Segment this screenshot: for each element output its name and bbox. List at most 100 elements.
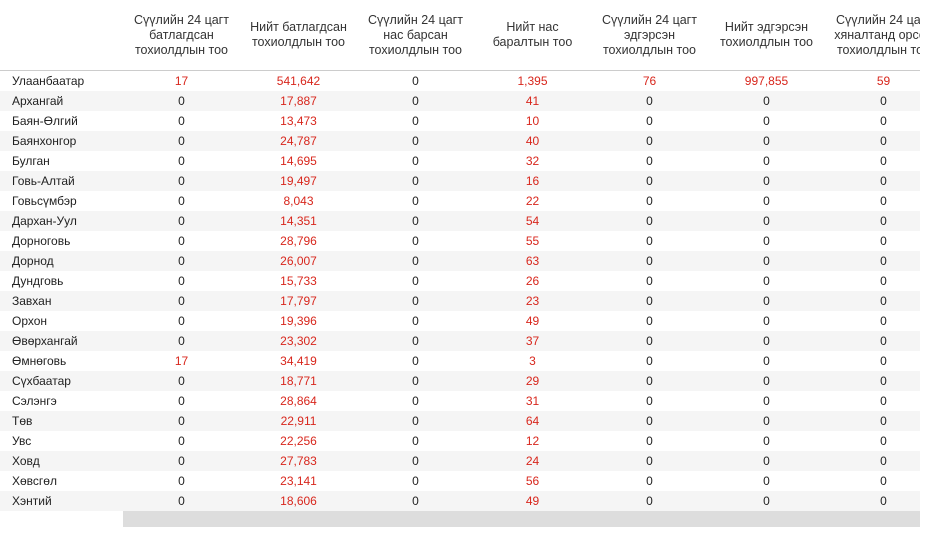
value-cell: 0 (646, 154, 653, 168)
table-container: Сүүлийн 24 цагт батлагдсан тохиолдлын то… (0, 0, 920, 511)
value-cell: 15,733 (280, 274, 317, 288)
region-name: Улаанбаатар (12, 74, 85, 88)
region-name: Ховд (0, 451, 123, 471)
value-cell: 0 (825, 411, 920, 431)
value-cell: 64 (474, 411, 591, 431)
value-cell: 0 (763, 114, 770, 128)
region-name: Баянхонгор (0, 131, 123, 151)
value-cell: 0 (880, 114, 887, 128)
region-name: Дорноговь (12, 234, 71, 248)
value-cell: 0 (412, 474, 419, 488)
value-cell: 29 (474, 371, 591, 391)
value-cell: 0 (591, 371, 708, 391)
value-cell: 0 (763, 474, 770, 488)
value-cell: 0 (763, 434, 770, 448)
value-cell: 0 (412, 194, 419, 208)
value-cell: 14,695 (280, 154, 317, 168)
value-cell: 24 (474, 451, 591, 471)
value-cell: 0 (646, 474, 653, 488)
column-header: Сүүлийн 24 цагт хяналтанд орсон тохиолдл… (825, 0, 920, 71)
value-cell: 0 (646, 234, 653, 248)
column-header: Сүүлийн 24 цагт нас барсан тохиолдлын то… (357, 0, 474, 71)
value-cell: 10 (525, 114, 540, 128)
value-cell: 0 (123, 211, 240, 231)
value-cell: 19,396 (280, 314, 317, 328)
region-name: Архангай (0, 91, 123, 111)
table-row: Увс 0 22,256 0 12 0 0 0 (0, 431, 920, 451)
value-cell: 0 (646, 394, 653, 408)
value-cell: 17,797 (240, 291, 357, 311)
value-cell: 63 (474, 251, 591, 271)
value-cell: 0 (708, 451, 825, 471)
table-row: Баян-Өлгий 0 13,473 0 10 0 0 0 (0, 111, 920, 131)
value-cell: 59 (876, 74, 891, 88)
region-name: Сэлэнгэ (12, 394, 57, 408)
table-row: Сэлэнгэ 0 28,864 0 31 0 0 0 (0, 391, 920, 411)
value-cell: 16 (474, 171, 591, 191)
value-cell: 8,043 (283, 194, 314, 208)
value-cell: 0 (591, 211, 708, 231)
value-cell: 49 (525, 314, 540, 328)
horizontal-scrollbar[interactable] (123, 511, 920, 527)
table-row: Завхан 0 17,797 0 23 0 0 0 (0, 291, 920, 311)
value-cell: 22,911 (240, 411, 357, 431)
value-cell: 0 (880, 314, 887, 328)
value-cell: 0 (880, 234, 887, 248)
value-cell: 0 (591, 171, 708, 191)
value-cell: 0 (880, 394, 887, 408)
value-cell: 0 (591, 491, 708, 511)
table-row: Төв 0 22,911 0 64 0 0 0 (0, 411, 920, 431)
value-cell: 0 (708, 251, 825, 271)
value-cell: 14,351 (240, 211, 357, 231)
value-cell: 0 (708, 411, 825, 431)
region-name: Төв (0, 411, 123, 431)
value-cell: 0 (880, 154, 887, 168)
value-cell: 0 (412, 314, 419, 328)
value-cell: 18,771 (240, 371, 357, 391)
value-cell: 0 (357, 411, 474, 431)
table-row: Дундговь 0 15,733 0 26 0 0 0 (0, 271, 920, 291)
value-cell: 54 (474, 211, 591, 231)
value-cell: 28,864 (280, 394, 317, 408)
value-cell: 18,606 (240, 491, 357, 511)
value-cell: 0 (763, 274, 770, 288)
value-cell: 13,473 (280, 114, 317, 128)
table-row: Дархан-Уул 0 14,351 0 54 0 0 0 (0, 211, 920, 231)
corner-cell (0, 0, 123, 71)
value-cell: 0 (825, 451, 920, 471)
value-cell: 0 (178, 394, 185, 408)
value-cell: 28,796 (280, 234, 317, 248)
value-cell: 0 (646, 114, 653, 128)
value-cell: 997,855 (744, 74, 789, 88)
table-row: Ховд 0 27,783 0 24 0 0 0 (0, 451, 920, 471)
value-cell: 0 (708, 211, 825, 231)
region-name: Өмнөговь (12, 354, 67, 368)
column-header: Нийт батлагдсан тохиолдлын тоо (240, 0, 357, 71)
value-cell: 0 (412, 274, 419, 288)
value-cell: 0 (825, 491, 920, 511)
value-cell: 0 (880, 434, 887, 448)
value-cell: 0 (178, 274, 185, 288)
region-name: Орхон (12, 314, 48, 328)
value-cell: 0 (412, 234, 419, 248)
value-cell: 0 (123, 291, 240, 311)
table-row: Дорнод 0 26,007 0 63 0 0 0 (0, 251, 920, 271)
value-cell: 0 (123, 491, 240, 511)
value-cell: 0 (646, 194, 653, 208)
region-name: Говьсүмбэр (12, 194, 77, 208)
value-cell: 0 (357, 91, 474, 111)
value-cell: 37 (474, 331, 591, 351)
table-row: Дорноговь 0 28,796 0 55 0 0 0 (0, 231, 920, 251)
value-cell: 0 (646, 434, 653, 448)
region-name: Өвөрхангай (0, 331, 123, 351)
value-cell: 0 (178, 114, 185, 128)
value-cell: 24,787 (240, 131, 357, 151)
value-cell: 0 (825, 91, 920, 111)
value-cell: 0 (412, 434, 419, 448)
value-cell: 0 (763, 314, 770, 328)
region-name: Дундговь (12, 274, 64, 288)
table-row: Хөвсгөл 0 23,141 0 56 0 0 0 (0, 471, 920, 491)
value-cell: 0 (591, 251, 708, 271)
value-cell: 0 (825, 131, 920, 151)
